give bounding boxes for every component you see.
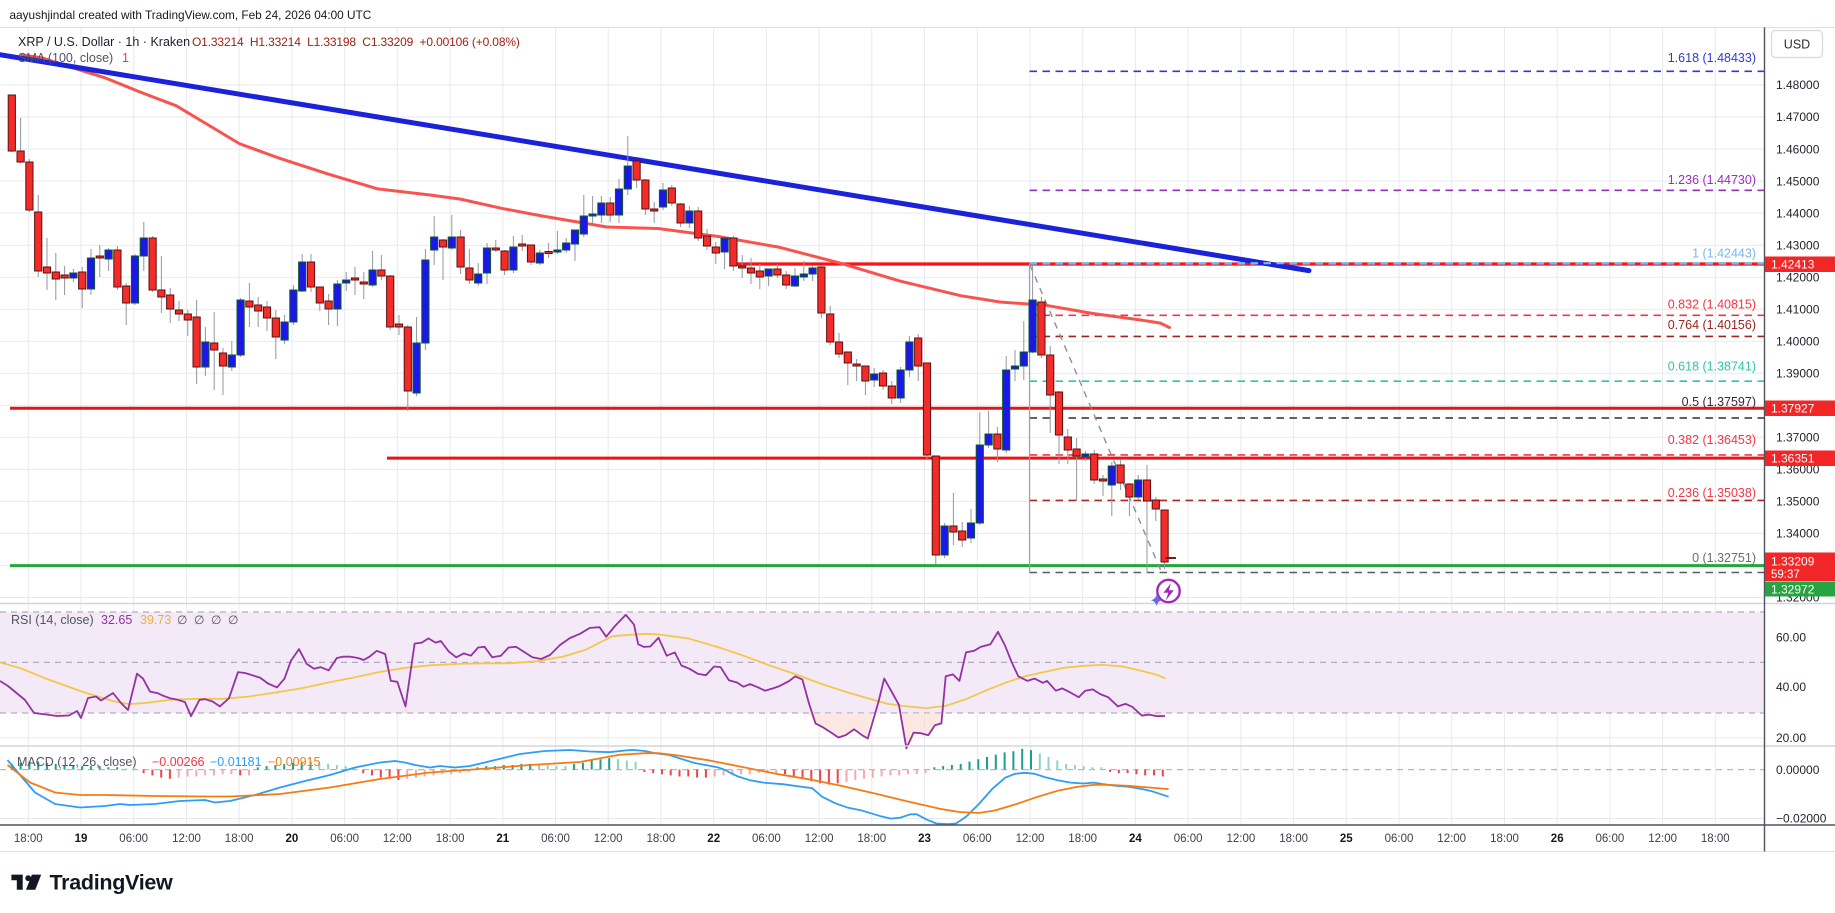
svg-text:23: 23 (918, 833, 931, 845)
svg-text:1.34000: 1.34000 (1776, 527, 1820, 541)
svg-text:12:00: 12:00 (594, 833, 623, 845)
svg-text:18:00: 18:00 (14, 833, 43, 845)
svg-text:XRP / U.S. Dollar · 1h · Krake: XRP / U.S. Dollar · 1h · Kraken (18, 35, 190, 49)
svg-text:18:00: 18:00 (647, 833, 676, 845)
svg-text:1 (1.42443): 1 (1.42443) (1692, 247, 1756, 261)
svg-text:1.43000: 1.43000 (1776, 238, 1820, 252)
svg-text:0.236 (1.35038): 0.236 (1.35038) (1668, 486, 1756, 500)
svg-text:∅: ∅ (211, 613, 221, 627)
svg-text:1.48000: 1.48000 (1776, 78, 1820, 92)
svg-text:32.65: 32.65 (101, 613, 132, 627)
svg-text:0.00000: 0.00000 (1776, 763, 1820, 777)
svg-text:−0.02000: −0.02000 (1776, 812, 1827, 826)
svg-text:20: 20 (286, 833, 299, 845)
svg-text:12:00: 12:00 (1648, 833, 1677, 845)
svg-text:1.36000: 1.36000 (1776, 463, 1820, 477)
svg-text:aayushjindal created with Trad: aayushjindal created with TradingView.co… (10, 8, 372, 22)
svg-text:1.618 (1.48433): 1.618 (1.48433) (1668, 51, 1756, 65)
svg-text:21: 21 (496, 833, 509, 845)
svg-text:20.00: 20.00 (1776, 731, 1806, 745)
svg-text:0.5 (1.37597): 0.5 (1.37597) (1682, 395, 1756, 409)
svg-text:0.764 (1.40156): 0.764 (1.40156) (1668, 318, 1756, 332)
svg-text:∅: ∅ (177, 613, 187, 627)
svg-text:26: 26 (1551, 833, 1564, 845)
svg-text:06:00: 06:00 (119, 833, 148, 845)
svg-text:TradingView: TradingView (50, 871, 174, 895)
svg-text:∅: ∅ (194, 613, 204, 627)
svg-text:12:00: 12:00 (1227, 833, 1256, 845)
svg-text:−0.00266: −0.00266 (152, 755, 205, 769)
svg-text:SMA (100, close): SMA (100, close) (18, 51, 113, 65)
svg-text:06:00: 06:00 (1174, 833, 1203, 845)
svg-text:USD: USD (1784, 38, 1810, 52)
svg-text:22: 22 (707, 833, 720, 845)
svg-text:06:00: 06:00 (1385, 833, 1414, 845)
svg-text:12:00: 12:00 (1437, 833, 1466, 845)
svg-text:06:00: 06:00 (541, 833, 570, 845)
svg-text:06:00: 06:00 (330, 833, 359, 845)
svg-text:1.37000: 1.37000 (1776, 431, 1820, 445)
svg-text:0.618 (1.38741): 0.618 (1.38741) (1668, 360, 1756, 374)
svg-text:1.45000: 1.45000 (1776, 174, 1820, 188)
svg-text:0.832 (1.40815): 0.832 (1.40815) (1668, 298, 1756, 312)
svg-text:1.36351: 1.36351 (1771, 452, 1815, 466)
svg-text:1.39000: 1.39000 (1776, 367, 1820, 381)
svg-text:40.00: 40.00 (1776, 680, 1806, 694)
svg-text:19: 19 (75, 833, 88, 845)
svg-text:1.42413: 1.42413 (1771, 258, 1815, 272)
svg-text:∅: ∅ (228, 613, 238, 627)
svg-text:12:00: 12:00 (1016, 833, 1045, 845)
svg-text:1.33209: 1.33209 (1771, 555, 1815, 569)
svg-text:O1.33214 H1.33214 L1.33198: O1.33214 H1.33214 L1.33198 C1.33209 +0.0… (192, 35, 520, 49)
svg-text:18:00: 18:00 (857, 833, 886, 845)
svg-text:39.73: 39.73 (140, 613, 171, 627)
svg-text:1.46000: 1.46000 (1776, 142, 1820, 156)
svg-text:18:00: 18:00 (1279, 833, 1308, 845)
svg-text:1.32972: 1.32972 (1771, 582, 1815, 596)
svg-text:1.236 (1.44730): 1.236 (1.44730) (1668, 173, 1756, 187)
svg-text:1: 1 (122, 51, 129, 65)
svg-text:12:00: 12:00 (172, 833, 201, 845)
svg-text:25: 25 (1340, 833, 1353, 845)
svg-text:1.37927: 1.37927 (1771, 402, 1815, 416)
svg-text:1.41000: 1.41000 (1776, 302, 1820, 316)
svg-text:RSI (14, close): RSI (14, close) (11, 613, 94, 627)
svg-text:59:37: 59:37 (1771, 569, 1800, 581)
svg-text:0 (1.32751): 0 (1.32751) (1692, 551, 1756, 565)
svg-text:12:00: 12:00 (383, 833, 412, 845)
svg-text:0.382 (1.36453): 0.382 (1.36453) (1668, 433, 1756, 447)
svg-text:−0.00915: −0.00915 (268, 755, 321, 769)
svg-text:18:00: 18:00 (1490, 833, 1519, 845)
svg-text:12:00: 12:00 (805, 833, 834, 845)
svg-text:18:00: 18:00 (1701, 833, 1730, 845)
svg-text:60.00: 60.00 (1776, 631, 1806, 645)
svg-text:18:00: 18:00 (1068, 833, 1097, 845)
svg-text:1.40000: 1.40000 (1776, 334, 1820, 348)
svg-text:1.42000: 1.42000 (1776, 270, 1820, 284)
svg-text:06:00: 06:00 (752, 833, 781, 845)
svg-text:18:00: 18:00 (225, 833, 254, 845)
svg-text:24: 24 (1129, 833, 1142, 845)
svg-text:1.44000: 1.44000 (1776, 206, 1820, 220)
svg-text:1.47000: 1.47000 (1776, 110, 1820, 124)
svg-text:06:00: 06:00 (1596, 833, 1625, 845)
svg-text:1.35000: 1.35000 (1776, 495, 1820, 509)
svg-text:18:00: 18:00 (436, 833, 465, 845)
svg-text:06:00: 06:00 (963, 833, 992, 845)
svg-text:−0.01181: −0.01181 (210, 755, 262, 769)
svg-text:MACD (12, 26, close): MACD (12, 26, close) (17, 755, 136, 769)
